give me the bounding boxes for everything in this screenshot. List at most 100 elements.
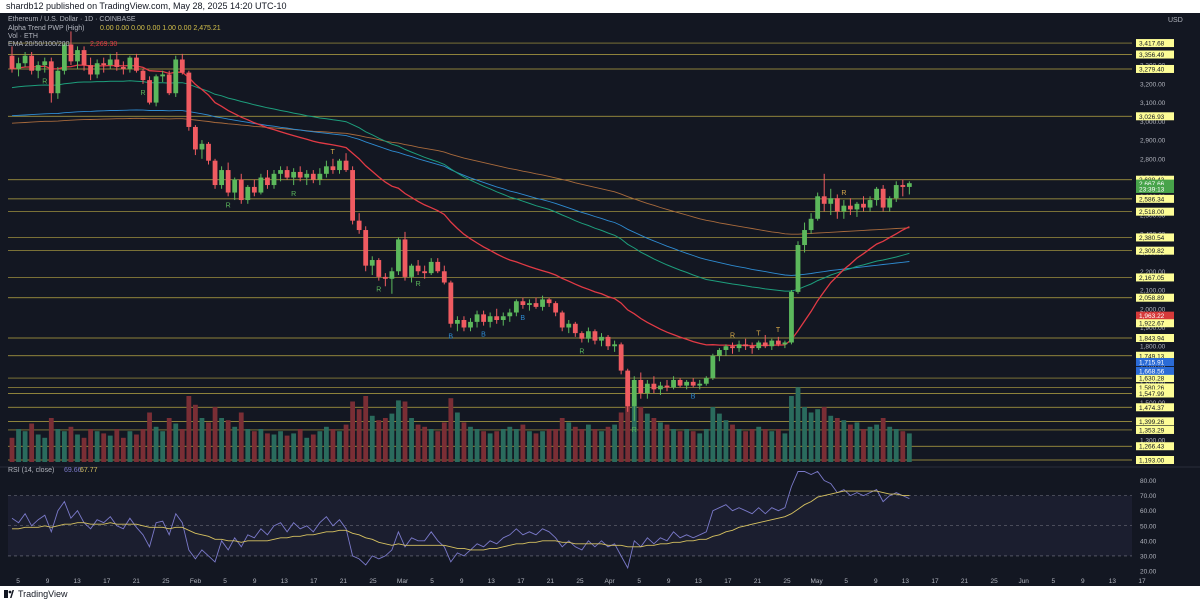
candle	[101, 57, 107, 73]
time-tick-label: 17	[724, 578, 732, 585]
volume-bar	[527, 431, 532, 462]
candle	[638, 372, 644, 399]
candle-body	[638, 379, 644, 394]
candle-body	[612, 344, 617, 347]
candle-body	[782, 342, 788, 345]
candle-body	[867, 200, 873, 208]
candle	[389, 267, 395, 294]
candle	[251, 179, 257, 197]
special-price-label-bg	[1136, 184, 1174, 193]
candle-body	[441, 271, 447, 283]
candle-body	[710, 355, 716, 379]
candle-body	[324, 166, 329, 174]
level-label: 1,193.00	[1136, 456, 1174, 465]
candle-body	[566, 323, 572, 328]
time-tick-label: 17	[931, 578, 939, 585]
volume-bar	[841, 420, 847, 462]
candle-body	[520, 301, 526, 306]
candle	[120, 61, 126, 75]
volume-bar	[566, 422, 572, 462]
candle-body	[251, 186, 257, 193]
time-tick-label: 21	[340, 578, 348, 585]
candle-body	[861, 203, 866, 208]
legend-ema-value: 2,269.30	[90, 41, 117, 48]
volume-bar	[690, 431, 696, 462]
candle-body	[893, 185, 899, 199]
candle-body	[644, 383, 650, 394]
candle-body	[396, 239, 401, 272]
candle-body	[671, 379, 676, 388]
special-price-label-text: 23:39:13	[1139, 186, 1165, 193]
volume-bar	[513, 429, 519, 462]
volume-bar	[173, 423, 179, 462]
volume-bar	[880, 418, 886, 462]
level-label-text: 1,353.29	[1139, 427, 1165, 434]
legend-rsi-value-a: 69.66	[64, 467, 82, 474]
volume-bar	[815, 409, 821, 462]
candle-body	[448, 282, 454, 324]
footer-brand: TradingView	[18, 589, 68, 599]
level-label: 1,474.37	[1136, 403, 1174, 412]
candle-body	[422, 271, 428, 274]
candle-body	[9, 55, 15, 69]
candle	[310, 170, 316, 184]
level-label-text: 2,167.05	[1139, 275, 1165, 282]
candle	[848, 198, 853, 216]
candle-body	[94, 63, 100, 75]
level-label-bg	[1136, 456, 1174, 464]
candle	[317, 168, 323, 186]
time-tick-label: 21	[547, 578, 555, 585]
time-tick-label: 13	[1109, 578, 1117, 585]
candle-body	[684, 381, 690, 386]
candle-body	[68, 44, 74, 62]
volume-bar	[265, 433, 270, 462]
price-axis: 3,300.003,200.003,100.003,000.002,900.00…	[1134, 13, 1200, 468]
volume-bar	[769, 431, 775, 462]
level-label-bg	[1136, 207, 1174, 216]
volume-bar	[9, 437, 15, 462]
level-label-bg	[1136, 246, 1174, 255]
price-tick-label: 2,900.00	[1140, 138, 1166, 145]
candle-body	[494, 316, 500, 320]
currency-label: USD	[1168, 17, 1183, 24]
level-label-text: 2,586.34	[1139, 196, 1165, 203]
volume-bar	[343, 424, 349, 462]
candle-body	[343, 160, 349, 171]
time-tick-label: 25	[783, 578, 791, 585]
volume-bar	[29, 423, 35, 462]
candle	[677, 378, 683, 388]
candle-body	[507, 312, 513, 317]
volume-bar	[140, 429, 146, 462]
volume-bar	[703, 429, 709, 462]
volume-bar	[487, 433, 493, 462]
time-tick-label: 25	[576, 578, 584, 585]
candle-body	[789, 291, 794, 343]
volume-bar	[179, 429, 185, 462]
signal-label: R	[841, 190, 846, 197]
signal-label: R	[226, 202, 231, 209]
volume-bar	[651, 418, 657, 462]
volume-bar	[88, 429, 93, 462]
candle-body	[81, 50, 87, 66]
volume-bar	[546, 429, 552, 462]
price-tick-label: 2,000.00	[1140, 306, 1166, 313]
level-label-bg	[1136, 39, 1174, 48]
candle-body	[101, 63, 107, 66]
candle	[225, 162, 231, 197]
volume-bar	[251, 431, 257, 462]
candle-body	[533, 303, 539, 307]
candle-body	[402, 239, 408, 277]
volume-bar	[906, 433, 912, 462]
candle	[396, 237, 401, 276]
candle-body	[238, 179, 244, 201]
candle-body	[461, 319, 467, 328]
candle	[179, 53, 185, 75]
candle-body	[284, 170, 290, 178]
time-tick-label: 5	[430, 578, 434, 585]
time-tick-label: 5	[637, 578, 641, 585]
volume-bar	[376, 420, 382, 462]
rsi-tick-label: 70.00	[1140, 493, 1157, 500]
volume-bar	[291, 433, 297, 462]
candle-body	[29, 55, 35, 71]
